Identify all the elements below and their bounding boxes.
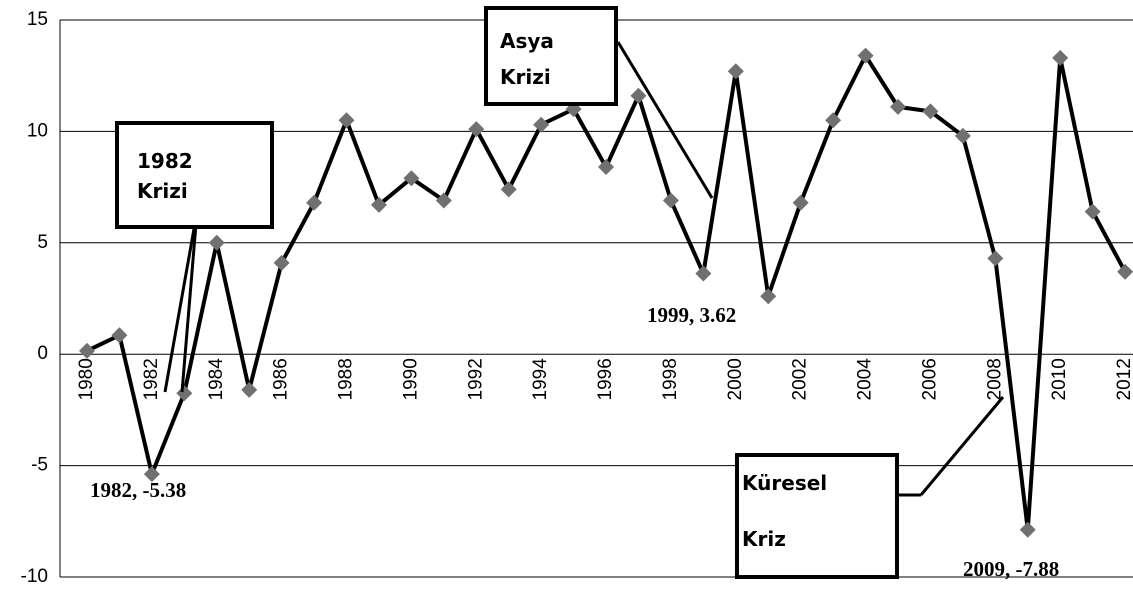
- y-tick-label: 0: [37, 343, 48, 364]
- marker: [370, 196, 387, 213]
- marker: [890, 98, 906, 115]
- marker: [403, 170, 420, 187]
- x-tick-label: 2010: [1049, 358, 1070, 400]
- marker: [533, 116, 550, 133]
- marker: [143, 466, 160, 483]
- x-tick-label: 1990: [400, 358, 421, 400]
- marker: [695, 265, 712, 282]
- x-tick-label: 1998: [660, 358, 681, 400]
- marker: [241, 381, 258, 398]
- annotation-box: [115, 121, 274, 229]
- marker: [468, 121, 485, 138]
- marker: [273, 254, 290, 271]
- x-tick-label: 1994: [530, 358, 551, 401]
- annotation-text: Kriz: [742, 527, 786, 551]
- x-tick-label: 1982: [141, 358, 162, 400]
- annotation-box: [735, 453, 899, 579]
- marker: [954, 127, 971, 144]
- x-tick-label: 2000: [725, 358, 746, 400]
- y-tick-label: 5: [37, 232, 48, 253]
- callout-line: [919, 396, 1005, 496]
- marker: [1117, 263, 1133, 280]
- x-tick-label: 1992: [465, 358, 486, 400]
- annotation-box: [484, 6, 618, 106]
- marker: [79, 342, 95, 359]
- marker: [760, 288, 777, 305]
- x-tick-label: 1984: [206, 358, 227, 401]
- callout-line: [180, 211, 199, 393]
- marker: [857, 47, 874, 64]
- marker: [176, 385, 193, 402]
- x-tick-label: 2012: [1114, 358, 1133, 400]
- x-tick-label: 2008: [984, 358, 1005, 400]
- annotation-text: Küresel: [742, 471, 827, 495]
- callout-line: [163, 211, 199, 393]
- x-tick-label: 2002: [790, 358, 811, 400]
- annotation-text: Krizi: [500, 65, 551, 89]
- marker: [987, 250, 1004, 267]
- x-tick-label: 1980: [76, 358, 97, 400]
- y-tick-label: 10: [27, 120, 48, 141]
- marker: [500, 181, 517, 198]
- annotation-text: Krizi: [137, 179, 188, 203]
- x-tick-label: 2006: [919, 358, 940, 400]
- marker: [338, 112, 355, 129]
- marker: [662, 192, 679, 209]
- marker: [630, 87, 647, 104]
- y-tick-label: 15: [27, 9, 48, 30]
- marker: [825, 112, 842, 129]
- y-tick-label: -10: [21, 566, 48, 587]
- marker: [111, 327, 128, 344]
- data-label: 1999, 3.62: [647, 303, 736, 327]
- marker: [792, 194, 809, 211]
- x-tick-label: 1996: [595, 358, 616, 400]
- marker: [306, 194, 323, 211]
- marker: [1019, 521, 1036, 538]
- marker: [727, 63, 744, 80]
- x-tick-label: 1988: [336, 358, 357, 400]
- callout-line: [616, 41, 714, 199]
- annotation-text: 1982: [137, 149, 193, 173]
- x-tick-label: 2004: [855, 358, 876, 401]
- marker: [1084, 203, 1101, 220]
- data-label: 1982, -5.38: [90, 478, 186, 502]
- marker: [598, 159, 615, 176]
- marker: [208, 234, 225, 251]
- annotation-text: Asya: [500, 29, 554, 53]
- marker: [435, 192, 452, 209]
- data-label: 2009, -7.88: [963, 557, 1059, 581]
- marker: [922, 103, 939, 120]
- marker: [1052, 49, 1069, 66]
- y-tick-label: -5: [31, 455, 48, 476]
- x-tick-label: 1986: [271, 358, 292, 400]
